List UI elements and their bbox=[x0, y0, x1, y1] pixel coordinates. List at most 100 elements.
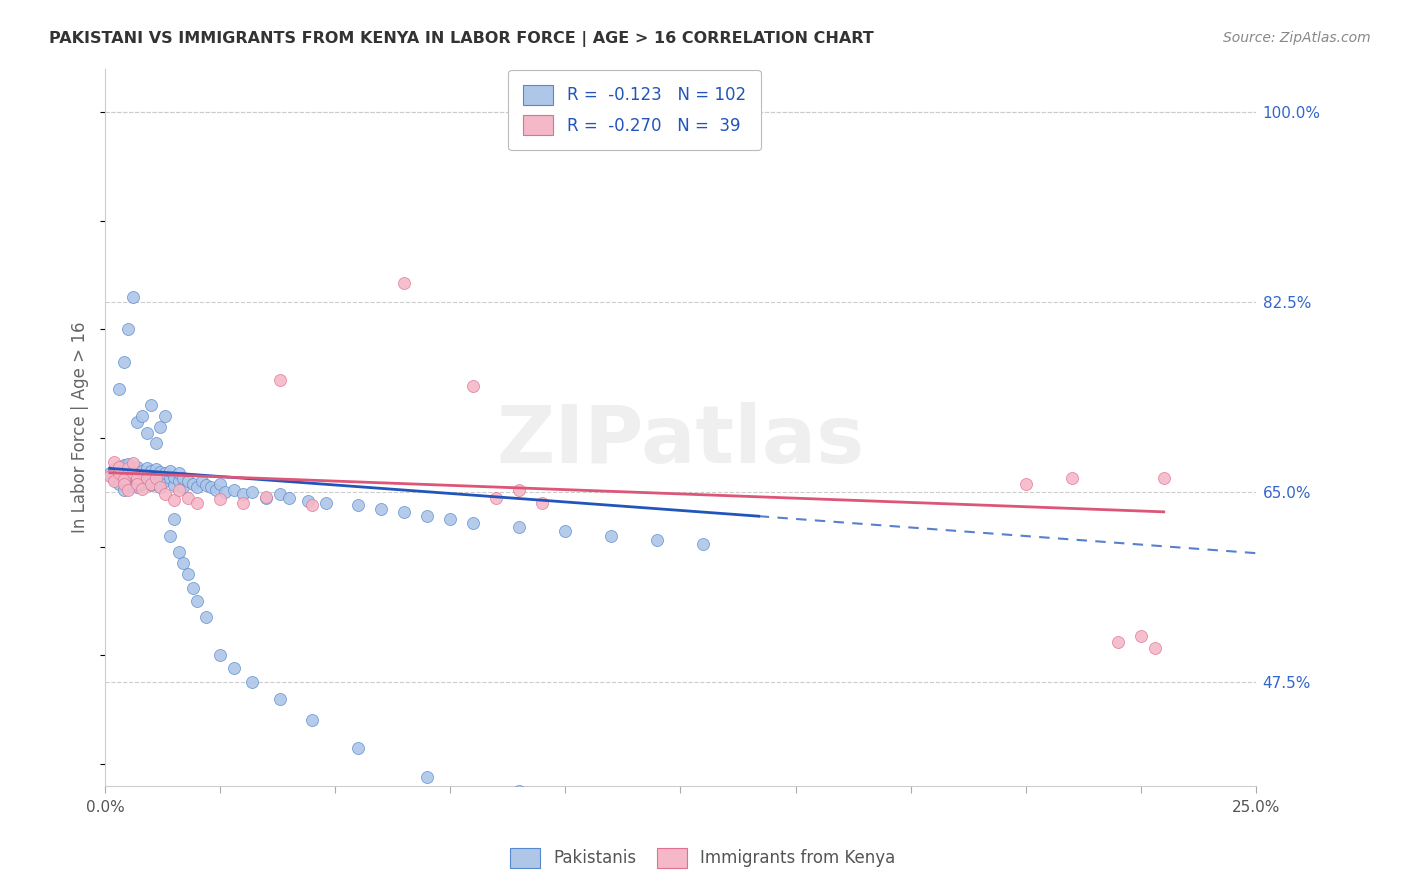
Point bbox=[121, 466, 143, 480]
Point bbox=[121, 470, 143, 484]
Point bbox=[112, 475, 135, 489]
Point bbox=[153, 475, 176, 489]
Point bbox=[172, 556, 194, 570]
Point bbox=[112, 355, 135, 369]
Point bbox=[1143, 640, 1166, 655]
Point bbox=[127, 415, 149, 429]
Point bbox=[186, 496, 208, 510]
Point bbox=[159, 464, 181, 478]
Point bbox=[141, 464, 163, 478]
Point bbox=[103, 455, 125, 469]
Point bbox=[177, 491, 200, 505]
Point bbox=[347, 499, 370, 513]
Point bbox=[209, 491, 232, 506]
Point bbox=[554, 524, 576, 539]
Point bbox=[149, 480, 172, 494]
Point bbox=[145, 476, 167, 491]
Point bbox=[121, 290, 143, 304]
Point bbox=[186, 594, 208, 608]
Point bbox=[131, 464, 153, 478]
Point bbox=[141, 471, 163, 485]
Point bbox=[463, 379, 485, 393]
Point bbox=[242, 485, 264, 500]
Point bbox=[181, 476, 204, 491]
Point bbox=[254, 490, 277, 504]
Point bbox=[508, 784, 530, 798]
Point bbox=[416, 770, 439, 784]
Point bbox=[121, 479, 143, 493]
Point bbox=[131, 409, 153, 424]
Point bbox=[347, 740, 370, 755]
Point bbox=[98, 469, 121, 483]
Point bbox=[135, 425, 157, 440]
Point bbox=[108, 460, 131, 475]
Point bbox=[463, 516, 485, 530]
Point bbox=[1107, 635, 1129, 649]
Point bbox=[214, 485, 236, 500]
Point bbox=[103, 475, 125, 489]
Text: ZIPatlas: ZIPatlas bbox=[496, 402, 865, 481]
Point bbox=[117, 322, 139, 336]
Point bbox=[127, 471, 149, 485]
Point bbox=[135, 471, 157, 485]
Point bbox=[254, 491, 277, 505]
Point bbox=[103, 472, 125, 486]
Point bbox=[127, 476, 149, 491]
Point bbox=[149, 472, 172, 486]
Point bbox=[159, 529, 181, 543]
Point bbox=[195, 610, 218, 624]
Point bbox=[508, 483, 530, 497]
Point bbox=[149, 480, 172, 494]
Point bbox=[135, 469, 157, 483]
Point bbox=[121, 465, 143, 479]
Point bbox=[131, 476, 153, 491]
Point bbox=[163, 512, 186, 526]
Point bbox=[141, 476, 163, 491]
Point bbox=[112, 476, 135, 491]
Point bbox=[121, 473, 143, 487]
Point bbox=[145, 470, 167, 484]
Point bbox=[131, 482, 153, 496]
Point bbox=[149, 420, 172, 434]
Point bbox=[153, 409, 176, 424]
Point bbox=[269, 373, 291, 387]
Y-axis label: In Labor Force | Age > 16: In Labor Force | Age > 16 bbox=[72, 321, 89, 533]
Point bbox=[163, 477, 186, 491]
Point bbox=[394, 276, 416, 290]
Point bbox=[163, 470, 186, 484]
Point bbox=[141, 398, 163, 412]
Point bbox=[108, 466, 131, 480]
Point bbox=[163, 492, 186, 507]
Point bbox=[416, 509, 439, 524]
Point bbox=[692, 537, 714, 551]
Point bbox=[127, 475, 149, 489]
Point bbox=[127, 460, 149, 475]
Point bbox=[121, 456, 143, 470]
Point bbox=[600, 529, 623, 543]
Point bbox=[112, 458, 135, 472]
Point bbox=[117, 471, 139, 485]
Point bbox=[531, 496, 554, 510]
Point bbox=[222, 661, 245, 675]
Point bbox=[127, 466, 149, 480]
Point bbox=[297, 494, 319, 508]
Point bbox=[117, 483, 139, 497]
Point bbox=[135, 475, 157, 490]
Point bbox=[149, 465, 172, 479]
Point bbox=[200, 480, 222, 494]
Point bbox=[209, 648, 232, 663]
Point bbox=[181, 581, 204, 595]
Point bbox=[153, 487, 176, 501]
Point bbox=[439, 512, 461, 526]
Point bbox=[1129, 629, 1152, 643]
Point bbox=[112, 483, 135, 497]
Legend: R =  -0.123   N = 102, R =  -0.270   N =  39: R = -0.123 N = 102, R = -0.270 N = 39 bbox=[508, 70, 761, 151]
Point bbox=[108, 470, 131, 484]
Point bbox=[269, 487, 291, 501]
Point bbox=[647, 533, 669, 547]
Point bbox=[204, 483, 226, 497]
Point bbox=[108, 460, 131, 475]
Point bbox=[98, 466, 121, 480]
Point bbox=[167, 483, 190, 497]
Point bbox=[315, 496, 337, 510]
